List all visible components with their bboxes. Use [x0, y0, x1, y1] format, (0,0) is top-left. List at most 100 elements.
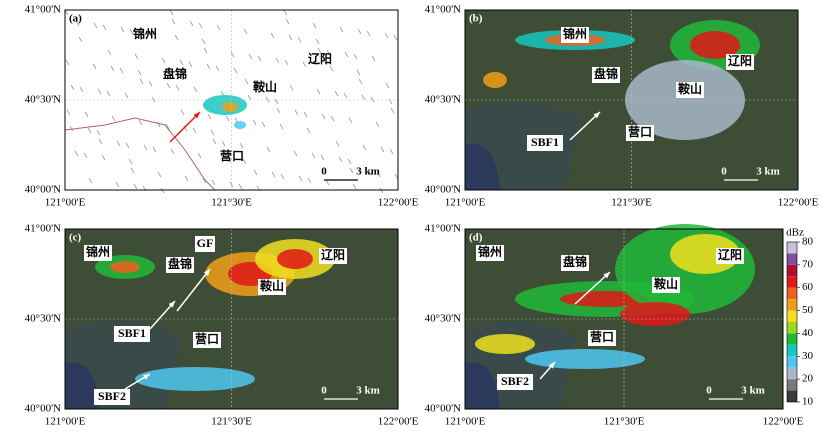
wind-barb	[203, 47, 208, 54]
lon-label: 121°00'E	[445, 197, 486, 209]
wind-barb	[288, 34, 293, 41]
lat-label: 40°30'N	[25, 313, 61, 325]
boundary	[64, 117, 216, 191]
arrow-head	[548, 362, 555, 369]
wind-barb	[358, 78, 363, 85]
colorbar-bin	[787, 367, 797, 380]
colorbar-bin	[787, 253, 797, 265]
place-label: 辽阳	[308, 51, 332, 66]
wind-barb	[270, 32, 275, 39]
wind-barb	[297, 36, 302, 43]
wind-barb	[243, 28, 248, 35]
wind-barb	[349, 167, 354, 174]
lon-label: 122°00'E	[778, 197, 819, 209]
wind-barb	[276, 107, 281, 114]
wind-barb	[343, 92, 348, 99]
wind-barb	[107, 49, 112, 56]
wind-barb	[315, 38, 320, 45]
wind-barb	[248, 53, 253, 60]
lon-label: 121°00'E	[45, 416, 86, 428]
place-label: 鞍山	[260, 278, 284, 293]
scale-label: 0	[721, 166, 727, 178]
sea	[465, 362, 500, 409]
wind-barb	[325, 179, 330, 186]
label-box	[195, 236, 215, 252]
wind-barb	[151, 96, 156, 103]
wind-barb	[271, 171, 276, 178]
wind-barb	[161, 57, 166, 64]
lon-label: 121°30'E	[604, 416, 645, 428]
place-label: 辽阳	[718, 247, 742, 262]
radar-echo	[277, 249, 313, 269]
wind-barb	[380, 146, 385, 153]
wind-barb	[137, 69, 142, 76]
wind-barb	[130, 167, 135, 174]
wind-barb	[362, 144, 367, 151]
wind-barb	[189, 20, 194, 27]
wind-barb	[174, 34, 179, 41]
wind-barb	[128, 158, 133, 165]
wind-barb	[210, 129, 215, 136]
arrow-head	[168, 301, 175, 308]
arrow-head	[143, 374, 150, 380]
wind-barb	[293, 150, 298, 157]
wind-barb	[138, 119, 143, 126]
radar-echo	[135, 367, 255, 391]
colorbar-bin	[787, 379, 797, 391]
lat-label: 40°00'N	[425, 184, 461, 196]
place-label: 鞍山	[654, 276, 678, 291]
label-box	[94, 389, 130, 405]
wind-barb	[371, 55, 376, 62]
wind-barb	[257, 55, 262, 62]
wind-barb	[88, 177, 93, 184]
wind-barb	[147, 30, 152, 37]
place-label: 盘锦	[563, 254, 587, 269]
place-label: 锦州	[563, 26, 587, 41]
label-box	[166, 257, 194, 273]
wind-barb	[390, 107, 395, 114]
panel-frame	[464, 228, 784, 410]
place-label: 盘锦	[168, 256, 192, 271]
wind-barb	[242, 158, 247, 165]
wind-barb	[274, 98, 279, 105]
lon-label: 121°30'E	[211, 197, 252, 209]
wind-barb	[265, 96, 270, 103]
wind-barb	[65, 59, 70, 66]
wind-barb	[66, 109, 71, 116]
wind-barb	[356, 69, 361, 76]
wind-barb	[375, 121, 380, 128]
arrow	[169, 111, 201, 143]
wind-barb	[311, 152, 316, 159]
place-label: 鞍山	[253, 79, 277, 94]
wind-barb	[384, 32, 389, 39]
place-label: 营口	[220, 148, 244, 163]
wind-barb	[201, 38, 206, 45]
wind-barb	[216, 24, 221, 31]
place-label: SBF2	[501, 374, 529, 388]
wind-barb	[317, 47, 322, 54]
wind-barb	[284, 59, 289, 66]
wind-barb	[329, 65, 334, 72]
wind-barb	[338, 156, 343, 163]
arrow	[574, 271, 611, 305]
label-box	[319, 248, 347, 264]
wind-barb	[393, 34, 398, 41]
arrow-head	[193, 112, 200, 119]
wind-barb	[244, 78, 249, 85]
wind-barb	[225, 115, 230, 122]
panel-label: (b)	[469, 13, 483, 25]
wind-barb	[215, 65, 220, 72]
wind-barb	[143, 144, 148, 151]
wind-barb	[312, 22, 317, 29]
wind-barb	[170, 148, 175, 155]
place-label: 锦州	[86, 244, 110, 259]
place-label: SBF1	[118, 326, 146, 340]
arrow	[176, 268, 211, 312]
colorbar-tick-label: 10	[802, 396, 814, 408]
lat-label: 40°30'N	[25, 94, 61, 106]
scale-label: 0	[321, 385, 327, 397]
wind-barb	[124, 92, 129, 99]
wind-barb	[93, 22, 98, 29]
